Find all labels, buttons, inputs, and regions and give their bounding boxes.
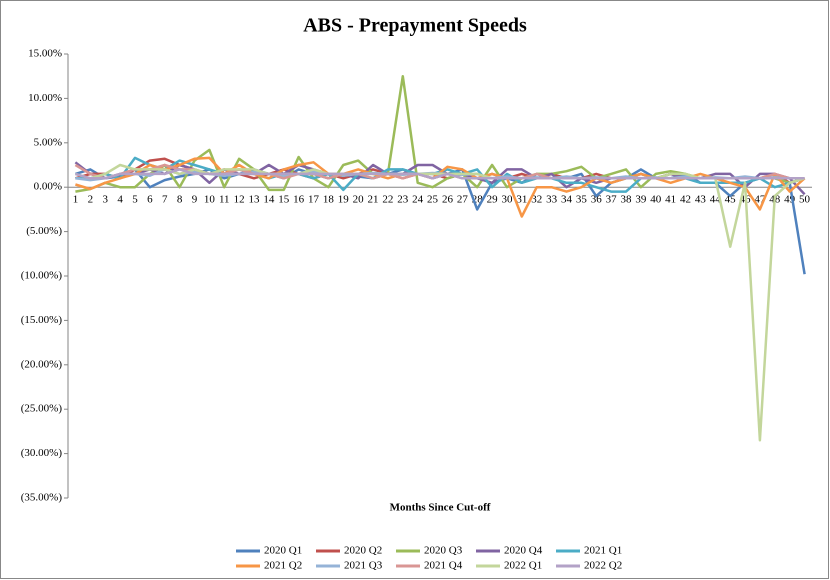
x-tick-label: 14 xyxy=(263,194,275,206)
x-tick-label: 38 xyxy=(621,194,633,206)
x-tick-label: 28 xyxy=(472,194,484,206)
y-tick-label: 15.00% xyxy=(28,48,62,60)
x-tick-label: 37 xyxy=(606,194,618,206)
x-tick-label: 17 xyxy=(308,194,320,206)
y-tick-label: 10.00% xyxy=(28,92,62,104)
legend-label: 2021 Q3 xyxy=(344,560,383,572)
x-tick-label: 41 xyxy=(665,194,676,206)
x-tick-label: 2 xyxy=(88,194,94,206)
x-tick-label: 22 xyxy=(382,194,393,206)
x-tick-label: 26 xyxy=(442,194,454,206)
x-tick-label: 19 xyxy=(338,194,350,206)
legend-label: 2022 Q2 xyxy=(584,560,622,572)
x-tick-label: 11 xyxy=(219,194,230,206)
y-tick-label: (25.00%) xyxy=(21,403,63,415)
x-tick-label: 9 xyxy=(192,194,198,206)
x-tick-label: 13 xyxy=(249,194,261,206)
x-axis-label: Months Since Cut-off xyxy=(390,502,491,514)
legend-label: 2021 Q1 xyxy=(584,545,622,557)
series-line xyxy=(75,163,805,442)
x-tick-label: 42 xyxy=(680,194,691,206)
y-tick-label: (15.00%) xyxy=(21,314,63,326)
x-tick-label: 23 xyxy=(397,194,409,206)
x-tick-label: 45 xyxy=(725,194,737,206)
y-tick-label: (30.00%) xyxy=(21,447,63,459)
x-tick-label: 21 xyxy=(368,194,379,206)
x-tick-label: 24 xyxy=(412,194,424,206)
x-tick-label: 16 xyxy=(293,194,305,206)
legend-label: 2020 Q3 xyxy=(424,545,463,557)
x-tick-label: 29 xyxy=(487,194,499,206)
x-tick-label: 3 xyxy=(102,194,108,206)
y-tick-label: 0.00% xyxy=(34,181,62,193)
x-tick-label: 34 xyxy=(561,194,573,206)
x-tick-label: 35 xyxy=(576,194,588,206)
x-tick-label: 32 xyxy=(531,194,542,206)
x-tick-label: 8 xyxy=(177,194,183,206)
x-tick-label: 31 xyxy=(516,194,527,206)
legend-label: 2020 Q4 xyxy=(504,545,543,557)
y-tick-label: (10.00%) xyxy=(21,270,63,282)
x-tick-label: 33 xyxy=(546,194,558,206)
x-tick-label: 44 xyxy=(710,194,722,206)
legend-label: 2022 Q1 xyxy=(504,560,542,572)
x-tick-label: 49 xyxy=(784,194,796,206)
x-tick-label: 43 xyxy=(695,194,707,206)
chart-title: ABS - Prepayment Speeds xyxy=(303,15,527,37)
x-tick-label: 15 xyxy=(278,194,290,206)
x-tick-label: 36 xyxy=(591,194,603,206)
x-tick-label: 30 xyxy=(501,194,513,206)
y-tick-label: 5.00% xyxy=(34,136,62,148)
x-tick-label: 50 xyxy=(799,194,811,206)
x-tick-label: 27 xyxy=(457,194,469,206)
y-tick-label: (35.00%) xyxy=(21,492,63,504)
x-tick-label: 10 xyxy=(204,194,216,206)
y-tick-label: (5.00%) xyxy=(26,225,62,237)
legend-label: 2021 Q2 xyxy=(264,560,302,572)
legend-label: 2021 Q4 xyxy=(424,560,463,572)
x-tick-label: 20 xyxy=(353,194,365,206)
y-tick-label: (20.00%) xyxy=(21,358,63,370)
legend-label: 2020 Q1 xyxy=(264,545,302,557)
x-tick-label: 47 xyxy=(754,194,766,206)
x-tick-label: 25 xyxy=(427,194,439,206)
x-tick-label: 7 xyxy=(162,194,168,206)
series-line xyxy=(75,168,805,180)
x-tick-label: 1 xyxy=(73,194,79,206)
x-tick-label: 5 xyxy=(132,194,138,206)
x-tick-label: 12 xyxy=(234,194,245,206)
x-tick-label: 4 xyxy=(117,194,123,206)
x-tick-label: 40 xyxy=(650,194,662,206)
x-tick-label: 39 xyxy=(635,194,647,206)
x-tick-label: 18 xyxy=(323,194,335,206)
legend-label: 2020 Q2 xyxy=(344,545,382,557)
x-tick-label: 6 xyxy=(147,194,153,206)
